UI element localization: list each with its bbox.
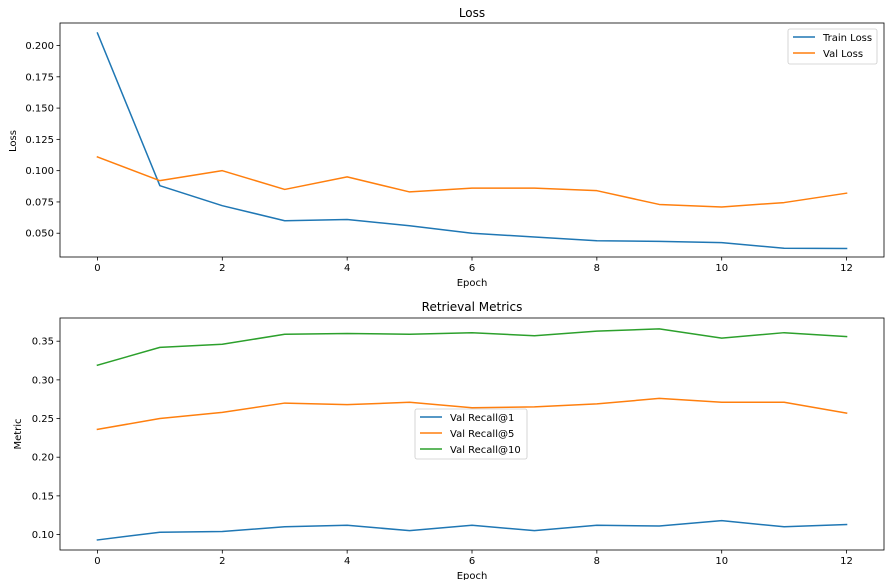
series-line-val-recall-1: [96, 519, 848, 541]
y-tick-label: 0.200: [25, 41, 54, 52]
x-tick-label: 2: [219, 263, 225, 274]
retrieval-chart-series: [96, 328, 848, 541]
legend-frame: [414, 408, 528, 460]
y-tick-label: 0.050: [25, 229, 54, 240]
x-tick-label: 10: [715, 263, 728, 274]
loss-chart-series: [96, 32, 848, 250]
loss-chart: Loss Epoch Loss 0 2 4 6 8 10 12 0.050 0.075 0.10…: [8, 6, 885, 289]
loss-chart-ylabel: Loss: [8, 130, 19, 152]
y-tick-label: 0.15: [32, 491, 54, 502]
x-tick-label: 8: [594, 263, 600, 274]
loss-chart-yticks: 0.050 0.075 0.100 0.125 0.150 0.175 0.200: [25, 41, 60, 240]
x-tick-label: 12: [840, 263, 853, 274]
y-tick-label: 0.150: [25, 104, 54, 115]
retrieval-chart-title: Retrieval Metrics: [422, 300, 523, 314]
loss-chart-legend: Train Loss Val Loss: [787, 28, 878, 65]
x-tick-label: 4: [344, 556, 350, 567]
y-tick-label: 0.100: [25, 166, 54, 177]
y-tick-label: 0.10: [32, 530, 54, 541]
series-line-val-recall-10: [96, 328, 848, 367]
retrieval-chart-yticks: 0.10 0.15 0.20 0.25 0.30 0.35: [32, 337, 60, 541]
series-line-train-loss: [96, 32, 848, 250]
retrieval-chart-xticks: 0 2 4 6 8 10 12: [94, 550, 853, 567]
y-tick-label: 0.20: [32, 453, 54, 464]
y-tick-label: 0.35: [32, 337, 54, 348]
retrieval-chart-legend: Val Recall@1 Val Recall@5 Val Recall@10: [414, 408, 528, 460]
retrieval-metrics-chart: Retrieval Metrics Epoch Metric 0 2 4 6 8 10 12…: [13, 300, 885, 580]
y-tick-label: 0.075: [25, 197, 54, 208]
retrieval-chart-ylabel: Metric: [13, 418, 24, 449]
series-line-val-loss: [96, 155, 848, 208]
retrieval-chart-axes-frame: [59, 317, 885, 551]
series-line-val-recall-5: [96, 397, 848, 431]
x-tick-label: 4: [344, 263, 350, 274]
x-tick-label: 6: [469, 263, 475, 274]
y-tick-label: 0.30: [32, 375, 54, 386]
x-tick-label: 12: [840, 556, 853, 567]
loss-chart-xlabel: Epoch: [457, 278, 488, 289]
x-tick-label: 0: [94, 263, 100, 274]
x-tick-label: 8: [594, 556, 600, 567]
loss-chart-axes-frame: [59, 22, 885, 258]
legend-label-val-recall-5: Val Recall@5: [450, 429, 514, 440]
y-tick-label: 0.125: [25, 135, 54, 146]
legend-label-val-recall-10: Val Recall@10: [450, 445, 521, 456]
y-tick-label: 0.25: [32, 414, 54, 425]
y-tick-label: 0.175: [25, 72, 54, 83]
legend-label-val-loss: Val Loss: [823, 49, 863, 60]
legend-label-val-recall-1: Val Recall@1: [450, 413, 514, 424]
legend-label-train-loss: Train Loss: [822, 33, 872, 44]
x-tick-label: 10: [715, 556, 728, 567]
loss-chart-xticks: 0 2 4 6 8 10 12: [94, 257, 853, 274]
x-tick-label: 0: [94, 556, 100, 567]
retrieval-chart-xlabel: Epoch: [457, 571, 488, 580]
loss-chart-title: Loss: [459, 6, 485, 20]
x-tick-label: 6: [469, 556, 475, 567]
x-tick-label: 2: [219, 556, 225, 567]
